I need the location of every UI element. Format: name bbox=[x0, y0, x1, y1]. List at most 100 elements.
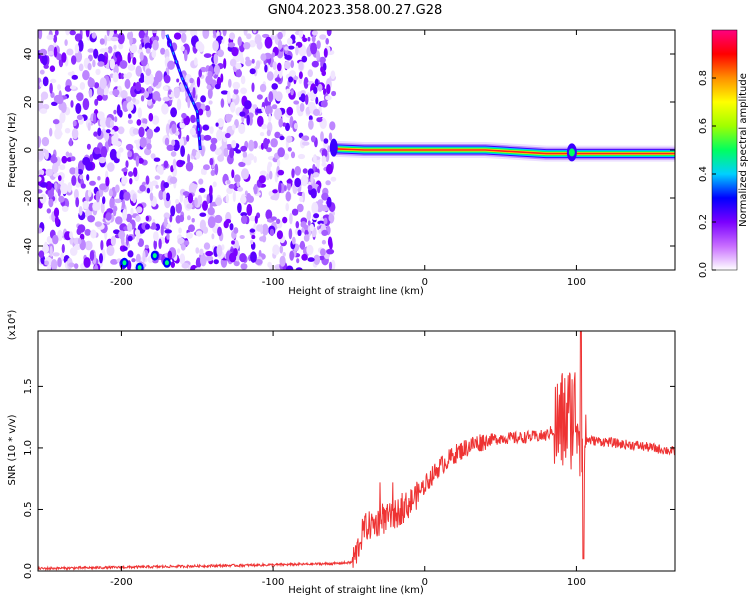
noise-speckle bbox=[82, 70, 90, 81]
noise-speckle bbox=[130, 207, 134, 216]
noise-speckle bbox=[152, 39, 159, 51]
noise-speckle bbox=[74, 263, 79, 269]
noise-speckle bbox=[106, 36, 113, 42]
noise-speckle bbox=[175, 202, 182, 214]
noise-speckle bbox=[306, 210, 312, 221]
noise-speckle bbox=[225, 218, 232, 224]
noise-speckle bbox=[300, 93, 306, 103]
noise-speckle bbox=[87, 62, 92, 71]
noise-speckle bbox=[163, 217, 168, 228]
noise-speckle bbox=[140, 72, 145, 82]
noise-speckle bbox=[316, 50, 320, 61]
noise-speckle bbox=[89, 154, 94, 163]
noise-speckle bbox=[158, 238, 162, 250]
y-tick-label: 1.5 bbox=[23, 378, 34, 394]
noise-speckle bbox=[287, 37, 293, 46]
noise-speckle bbox=[261, 235, 267, 243]
noise-speckle bbox=[233, 248, 238, 257]
noise-speckle bbox=[145, 215, 149, 222]
noise-speckle bbox=[139, 51, 144, 61]
noise-speckle bbox=[290, 89, 294, 96]
noise-speckle bbox=[229, 147, 235, 159]
noise-speckle bbox=[249, 215, 257, 222]
colorbar-label: Normalized spectral amplitude bbox=[738, 73, 749, 227]
noise-speckle bbox=[328, 261, 333, 270]
noise-speckle bbox=[92, 201, 100, 211]
noise-speckle bbox=[183, 240, 190, 246]
noise-speckle bbox=[54, 30, 59, 36]
noise-speckle bbox=[207, 87, 213, 99]
noise-speckle bbox=[87, 189, 92, 198]
noise-speckle bbox=[191, 218, 195, 223]
noise-speckle bbox=[92, 59, 96, 68]
noise-speckle bbox=[67, 71, 74, 76]
noise-speckle bbox=[119, 60, 128, 69]
noise-speckle bbox=[237, 186, 244, 192]
noise-speckle bbox=[295, 221, 300, 229]
noise-speckle bbox=[313, 108, 320, 116]
noise-speckle bbox=[86, 143, 91, 150]
spectrogram-y-label: Frequency (Hz) bbox=[7, 112, 18, 188]
noise-speckle bbox=[321, 155, 327, 164]
noise-speckle bbox=[194, 267, 203, 270]
noise-speckle bbox=[285, 88, 291, 94]
noise-speckle bbox=[274, 91, 283, 102]
noise-speckle bbox=[170, 151, 177, 157]
noise-speckle bbox=[52, 119, 60, 125]
noise-speckle bbox=[145, 223, 150, 230]
noise-speckle bbox=[200, 254, 207, 267]
noise-speckle bbox=[214, 163, 219, 176]
noise-speckle bbox=[220, 98, 225, 108]
noise-speckle bbox=[38, 150, 44, 161]
noise-speckle bbox=[195, 247, 200, 254]
noise-speckle bbox=[179, 137, 184, 148]
noise-speckle bbox=[307, 220, 311, 227]
noise-speckle bbox=[271, 52, 276, 58]
noise-speckle bbox=[321, 239, 326, 245]
noise-speckle bbox=[59, 164, 66, 171]
colorbar-tick-label: 0.6 bbox=[698, 118, 709, 134]
noise-speckle bbox=[49, 245, 53, 257]
noise-speckle bbox=[314, 78, 319, 87]
noise-speckle bbox=[139, 184, 146, 192]
noise-speckle bbox=[168, 90, 172, 95]
noise-speckle bbox=[91, 32, 97, 39]
noise-speckle bbox=[99, 183, 107, 191]
noise-speckle bbox=[196, 76, 201, 88]
noise-speckle bbox=[145, 68, 152, 76]
noise-speckle bbox=[57, 84, 61, 91]
noise-speckle bbox=[298, 61, 304, 71]
noise-speckle bbox=[323, 138, 329, 144]
noise-speckle bbox=[85, 209, 90, 218]
noise-speckle bbox=[94, 82, 100, 89]
noise-speckle bbox=[160, 47, 166, 55]
noise-speckle bbox=[266, 173, 270, 181]
noise-speckle bbox=[313, 213, 320, 219]
noise-speckle bbox=[250, 251, 257, 263]
y-tick-label: 40 bbox=[23, 48, 34, 61]
noise-speckle bbox=[328, 213, 334, 222]
noise-speckle bbox=[286, 135, 293, 143]
noise-speckle bbox=[191, 184, 198, 189]
noise-speckle bbox=[39, 193, 47, 204]
noise-speckle bbox=[163, 182, 169, 189]
noise-speckle bbox=[120, 90, 128, 99]
noise-speckle bbox=[132, 57, 137, 65]
noise-speckle bbox=[75, 197, 80, 208]
noise-speckle bbox=[144, 244, 149, 249]
noise-speckle bbox=[229, 58, 237, 67]
noise-speckle bbox=[121, 168, 128, 172]
noise-speckle bbox=[78, 63, 84, 72]
noise-speckle bbox=[181, 262, 190, 269]
noise-speckle bbox=[114, 116, 118, 123]
noise-speckle bbox=[135, 253, 141, 264]
noise-speckle bbox=[69, 167, 77, 175]
noise-speckle bbox=[207, 216, 216, 229]
noise-speckle bbox=[299, 196, 304, 203]
noise-speckle bbox=[328, 132, 333, 141]
noise-speckle bbox=[232, 93, 237, 100]
noise-speckle bbox=[214, 214, 223, 224]
noise-speckle bbox=[107, 162, 115, 172]
noise-speckle bbox=[180, 45, 185, 52]
noise-speckle bbox=[270, 195, 278, 201]
